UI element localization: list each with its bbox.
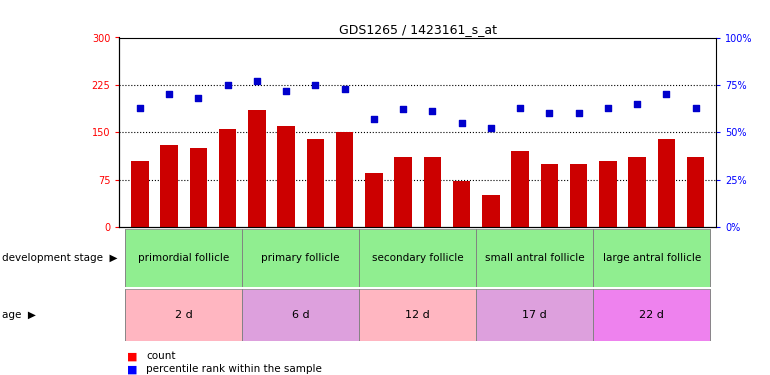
Point <box>455 120 467 126</box>
Bar <box>658 138 675 227</box>
Bar <box>126 229 243 287</box>
Text: age  ▶: age ▶ <box>2 310 35 320</box>
Text: primary follicle: primary follicle <box>262 253 340 263</box>
Point <box>163 92 176 98</box>
Bar <box>277 126 295 227</box>
Point <box>368 116 380 122</box>
Point <box>572 110 584 116</box>
Point <box>222 82 234 88</box>
Point <box>310 82 322 88</box>
Point <box>514 105 526 111</box>
Bar <box>628 158 646 227</box>
Text: small antral follicle: small antral follicle <box>485 253 584 263</box>
Point <box>601 105 614 111</box>
Text: large antral follicle: large antral follicle <box>603 253 701 263</box>
Point <box>192 95 205 101</box>
Point <box>631 101 643 107</box>
Bar <box>593 229 710 287</box>
Point <box>426 108 438 114</box>
Point <box>484 125 497 131</box>
Point <box>251 78 263 84</box>
Bar <box>243 289 360 341</box>
Text: ■: ■ <box>127 351 138 361</box>
Text: ■: ■ <box>127 364 138 374</box>
Bar <box>360 229 476 287</box>
Bar <box>394 158 412 227</box>
Text: count: count <box>146 351 176 361</box>
Bar <box>243 229 360 287</box>
Bar <box>599 160 617 227</box>
Bar <box>336 132 353 227</box>
Bar <box>593 289 710 341</box>
Bar <box>248 110 266 227</box>
Bar <box>126 289 243 341</box>
Bar <box>570 164 588 227</box>
Bar <box>131 160 149 227</box>
Point <box>543 110 555 116</box>
Bar <box>453 181 470 227</box>
Bar <box>482 195 500 227</box>
Text: 6 d: 6 d <box>292 310 310 320</box>
Text: 12 d: 12 d <box>405 310 430 320</box>
Point <box>660 92 672 98</box>
Title: GDS1265 / 1423161_s_at: GDS1265 / 1423161_s_at <box>339 23 497 36</box>
Bar <box>360 289 476 341</box>
Point <box>280 87 293 93</box>
Bar <box>189 148 207 227</box>
Bar <box>365 173 383 227</box>
Bar <box>476 289 593 341</box>
Text: 17 d: 17 d <box>522 310 547 320</box>
Point <box>689 105 701 111</box>
Bar <box>306 138 324 227</box>
Text: 22 d: 22 d <box>639 310 665 320</box>
Text: 2 d: 2 d <box>175 310 192 320</box>
Point <box>339 86 351 92</box>
Bar <box>219 129 236 227</box>
Text: secondary follicle: secondary follicle <box>372 253 464 263</box>
Text: percentile rank within the sample: percentile rank within the sample <box>146 364 322 374</box>
Bar <box>541 164 558 227</box>
Bar <box>687 158 705 227</box>
Bar <box>160 145 178 227</box>
Bar <box>511 151 529 227</box>
Bar <box>424 158 441 227</box>
Text: development stage  ▶: development stage ▶ <box>2 253 117 263</box>
Point <box>134 105 146 111</box>
Point <box>397 106 410 112</box>
Bar <box>476 229 593 287</box>
Text: primordial follicle: primordial follicle <box>138 253 229 263</box>
